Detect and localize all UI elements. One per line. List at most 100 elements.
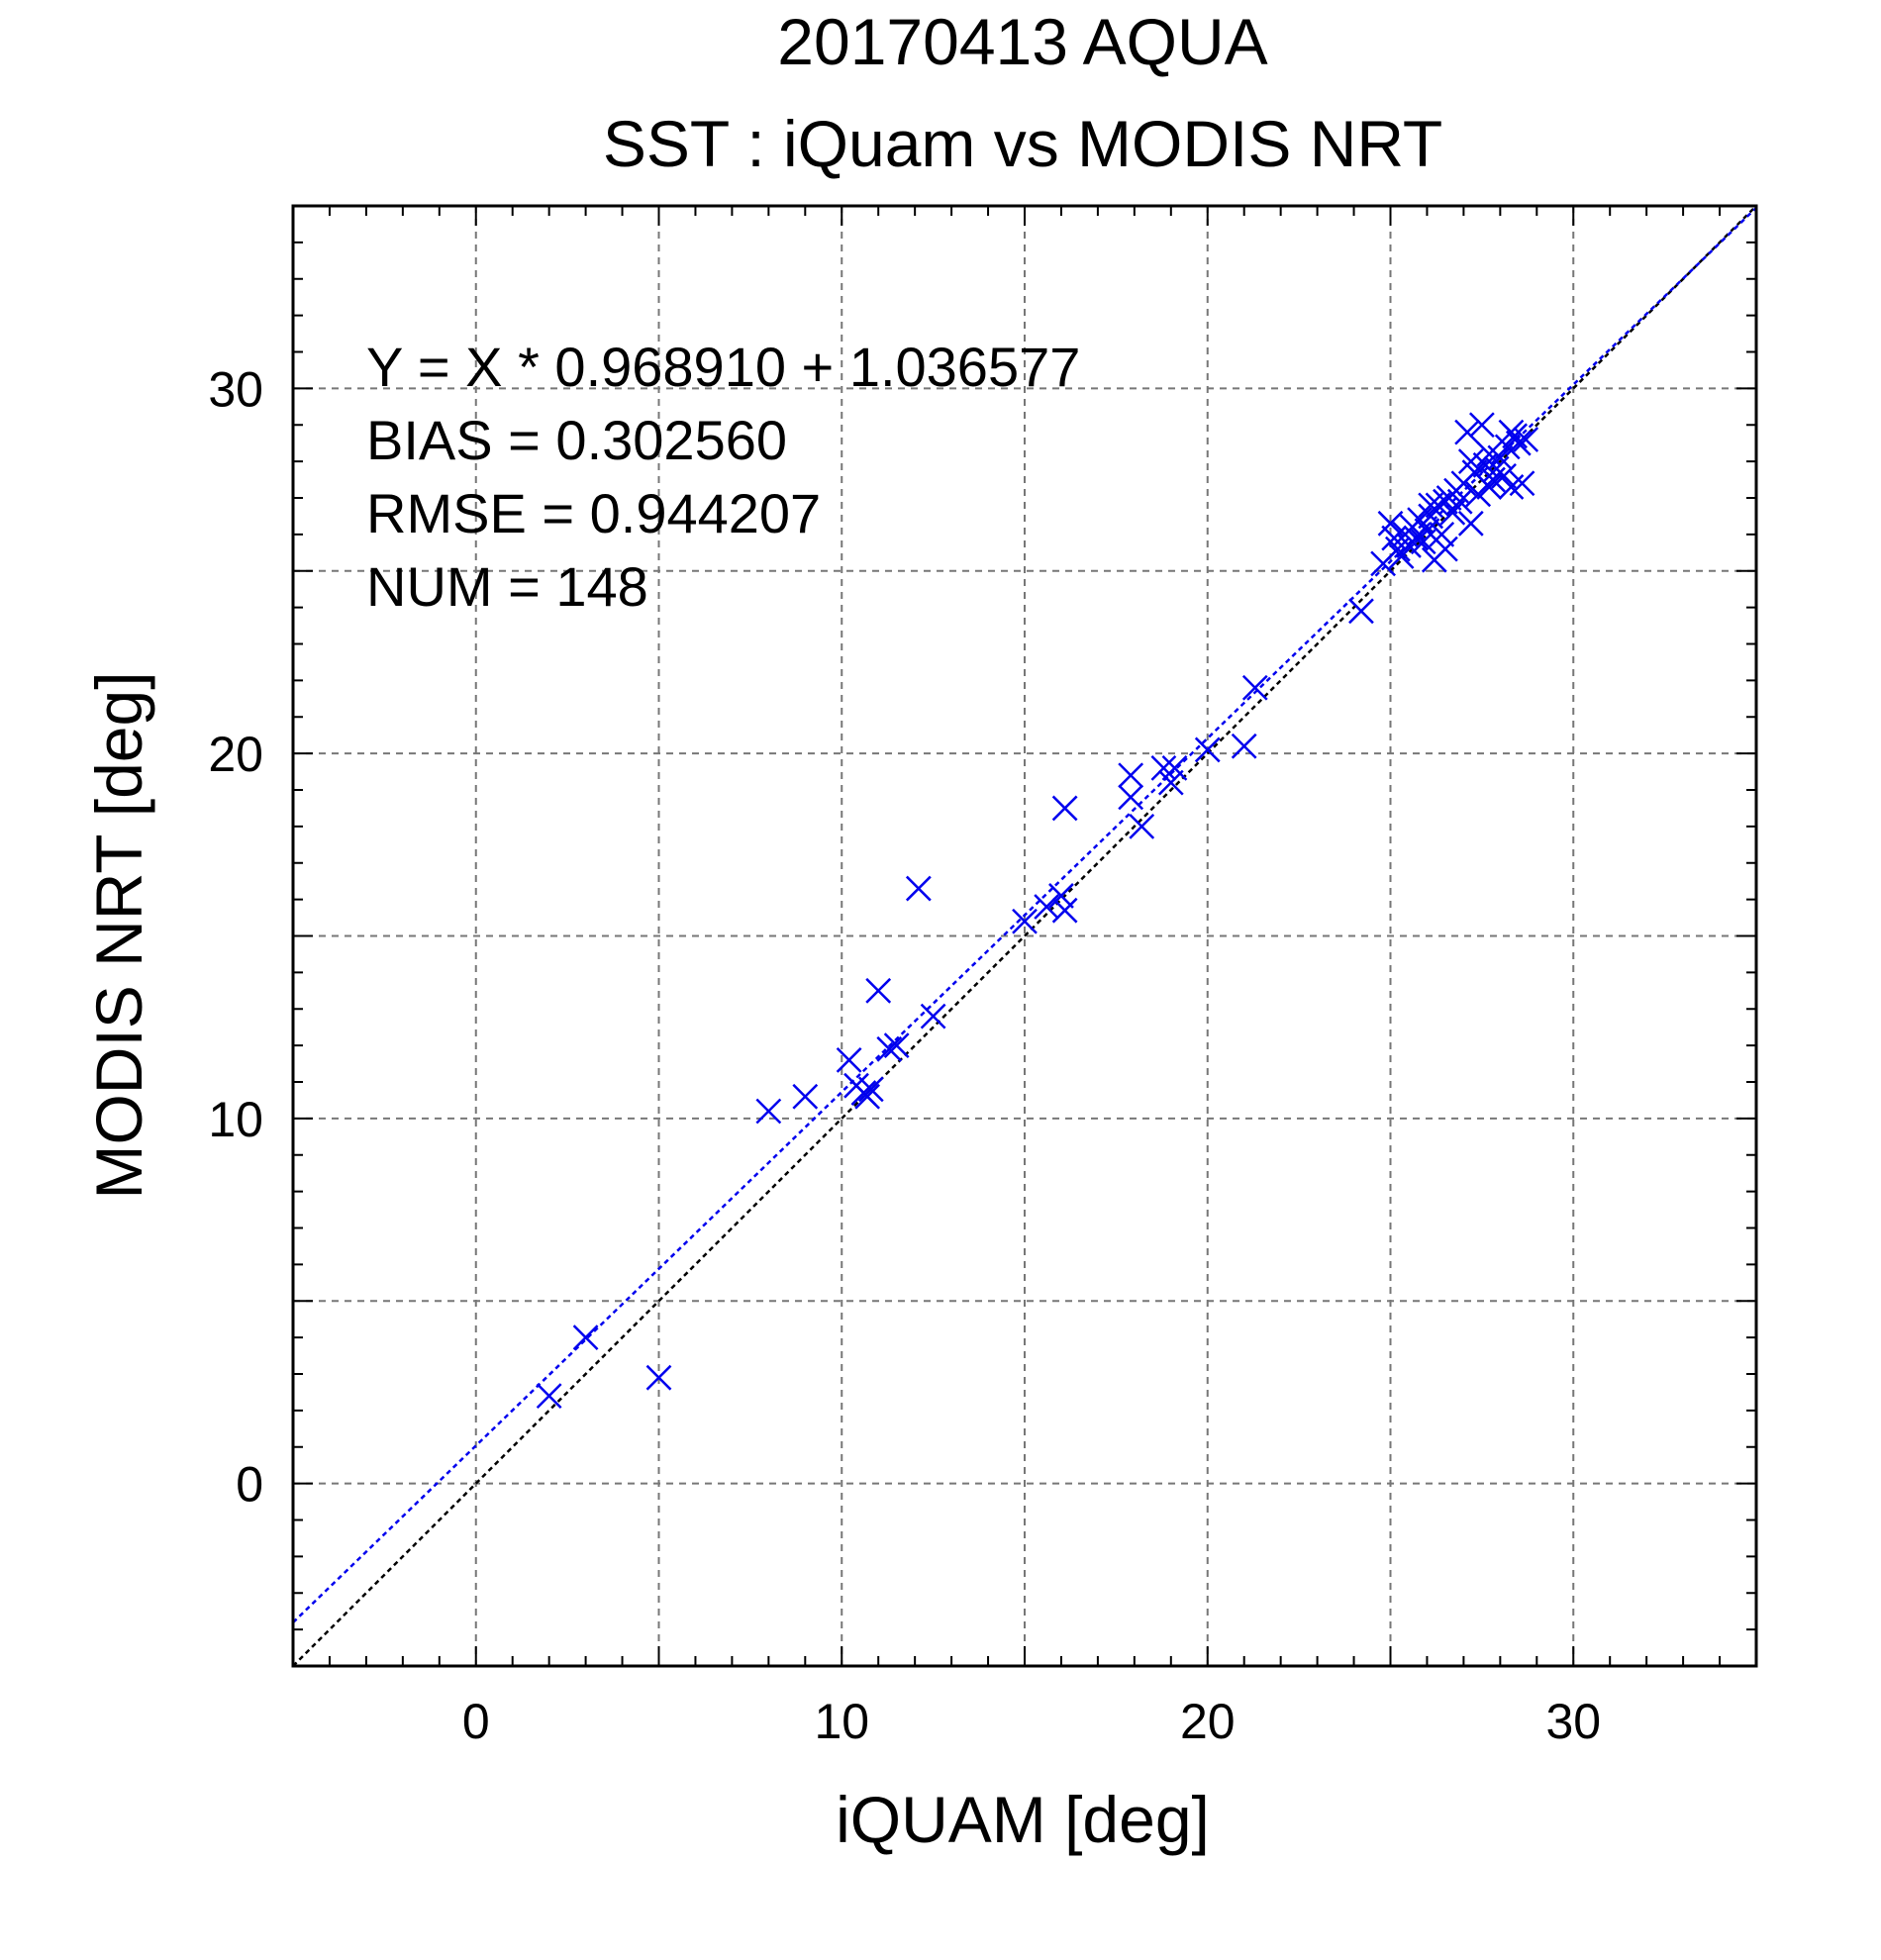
- data-point: [1161, 754, 1188, 781]
- data-point: [1231, 733, 1257, 759]
- data-point: [1118, 762, 1144, 789]
- data-point-stroke: [883, 1032, 910, 1059]
- y-tick-label: 30: [208, 361, 263, 417]
- data-point: [755, 1098, 782, 1125]
- data-point: [1509, 470, 1535, 497]
- data-point: [1439, 499, 1466, 526]
- data-point: [876, 1035, 903, 1062]
- data-point-stroke: [1161, 754, 1188, 781]
- data-point-stroke: [1150, 754, 1177, 781]
- data-point-stroke: [1491, 462, 1517, 489]
- data-point-stroke: [1403, 525, 1430, 551]
- data-point-stroke: [1433, 536, 1458, 562]
- data-point-stroke: [1457, 510, 1484, 537]
- data-point: [1457, 448, 1484, 475]
- data-point: [1157, 769, 1184, 796]
- data-point-stroke: [1498, 419, 1525, 445]
- data-point-stroke: [572, 1324, 599, 1351]
- data-point-stroke: [1118, 784, 1144, 811]
- data-point: [1381, 525, 1408, 551]
- y-tick-label: 20: [208, 727, 263, 782]
- data-point: [1476, 474, 1503, 500]
- data-points: [536, 412, 1539, 1410]
- data-point: [854, 1083, 880, 1110]
- num-value: NUM = 148: [366, 555, 648, 618]
- data-point-stroke: [1414, 518, 1440, 544]
- data-point: [865, 977, 892, 1004]
- y-tick-label: 10: [208, 1092, 263, 1147]
- data-point: [1118, 784, 1144, 811]
- data-point-stroke: [905, 875, 932, 902]
- data-point-stroke: [1051, 795, 1078, 822]
- stats-box: Y = X * 0.968910 + 1.036577 BIAS = 0.302…: [366, 336, 1080, 618]
- data-point: [1425, 492, 1451, 519]
- data-point-stroke: [1505, 430, 1532, 456]
- data-point-stroke: [920, 1003, 946, 1029]
- data-point-stroke: [1048, 883, 1074, 909]
- data-point: [1051, 897, 1078, 924]
- data-point-stroke: [1129, 813, 1155, 839]
- data-point-stroke: [1194, 736, 1221, 763]
- y-tick-label: 0: [236, 1457, 263, 1513]
- data-point-stroke: [1381, 525, 1408, 551]
- data-point: [1418, 492, 1444, 519]
- x-tick-label: 0: [462, 1694, 490, 1749]
- x-tick-label: 10: [814, 1694, 869, 1749]
- y-axis-label: MODIS NRT [deg]: [82, 671, 155, 1199]
- data-point-stroke: [1012, 908, 1038, 934]
- data-point-stroke: [1433, 488, 1458, 515]
- chart-title: 20170413 AQUA: [777, 5, 1267, 78]
- data-point-stroke: [1051, 897, 1078, 924]
- data-point: [1051, 795, 1078, 822]
- data-point: [1457, 510, 1484, 537]
- data-point: [645, 1364, 672, 1391]
- data-point-stroke: [755, 1098, 782, 1125]
- bias-value: BIAS = 0.302560: [366, 409, 787, 471]
- data-point-stroke: [1388, 543, 1415, 569]
- data-point: [905, 875, 932, 902]
- data-point: [1388, 543, 1415, 569]
- data-point: [1433, 536, 1458, 562]
- tick-labels: 0 10 20 30 0 10 20 30: [208, 361, 1601, 1749]
- data-point-stroke: [865, 977, 892, 1004]
- data-point: [1491, 462, 1517, 489]
- data-point: [1048, 883, 1074, 909]
- data-point-stroke: [536, 1383, 562, 1410]
- data-point-stroke: [1457, 448, 1484, 475]
- data-point-stroke: [857, 1076, 884, 1103]
- data-point: [1429, 521, 1455, 547]
- data-point-stroke: [1429, 521, 1455, 547]
- data-point: [1468, 412, 1495, 439]
- data-point: [1129, 813, 1155, 839]
- data-point-stroke: [1231, 733, 1257, 759]
- data-point-stroke: [1476, 474, 1503, 500]
- data-point-stroke: [645, 1364, 672, 1391]
- data-point-stroke: [876, 1035, 903, 1062]
- data-point-stroke: [1476, 441, 1503, 467]
- x-tick-label: 30: [1545, 1694, 1601, 1749]
- data-point-stroke: [1461, 459, 1488, 486]
- data-point: [836, 1046, 862, 1073]
- data-point-stroke: [1348, 598, 1374, 625]
- data-point: [1150, 754, 1177, 781]
- data-point: [1241, 674, 1268, 701]
- data-point: [536, 1383, 562, 1410]
- data-point: [1348, 598, 1374, 625]
- data-point: [857, 1076, 884, 1103]
- data-point-stroke: [1425, 492, 1451, 519]
- chart-subtitle: SST : iQuam vs MODIS NRT: [603, 107, 1442, 180]
- data-point-stroke: [1157, 769, 1184, 796]
- data-point-stroke: [1118, 762, 1144, 789]
- data-point-stroke: [792, 1083, 819, 1110]
- plot-frame: [291, 204, 1758, 1668]
- data-point-stroke: [1241, 674, 1268, 701]
- rmse-value: RMSE = 0.944207: [366, 482, 821, 544]
- data-point-stroke: [854, 1083, 880, 1110]
- data-point: [1194, 736, 1221, 763]
- data-point-stroke: [1509, 470, 1535, 497]
- data-point: [1433, 488, 1458, 515]
- data-point-stroke: [1513, 427, 1539, 452]
- data-point-stroke: [1439, 499, 1466, 526]
